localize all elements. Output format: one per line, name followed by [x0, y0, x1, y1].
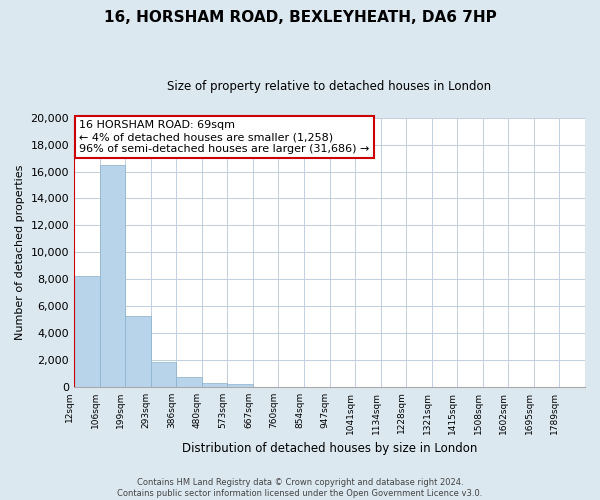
Bar	[100, 165, 125, 386]
Bar	[125, 316, 151, 386]
Text: Contains HM Land Registry data © Crown copyright and database right 2024.
Contai: Contains HM Land Registry data © Crown c…	[118, 478, 482, 498]
Bar	[151, 362, 176, 386]
Bar	[227, 384, 253, 386]
Bar	[202, 384, 227, 386]
X-axis label: Distribution of detached houses by size in London: Distribution of detached houses by size …	[182, 442, 477, 455]
Title: Size of property relative to detached houses in London: Size of property relative to detached ho…	[167, 80, 491, 93]
Y-axis label: Number of detached properties: Number of detached properties	[15, 164, 25, 340]
Bar	[74, 276, 100, 386]
Bar	[176, 376, 202, 386]
Text: 16 HORSHAM ROAD: 69sqm
← 4% of detached houses are smaller (1,258)
96% of semi-d: 16 HORSHAM ROAD: 69sqm ← 4% of detached …	[79, 120, 370, 154]
Text: 16, HORSHAM ROAD, BEXLEYHEATH, DA6 7HP: 16, HORSHAM ROAD, BEXLEYHEATH, DA6 7HP	[104, 10, 496, 25]
